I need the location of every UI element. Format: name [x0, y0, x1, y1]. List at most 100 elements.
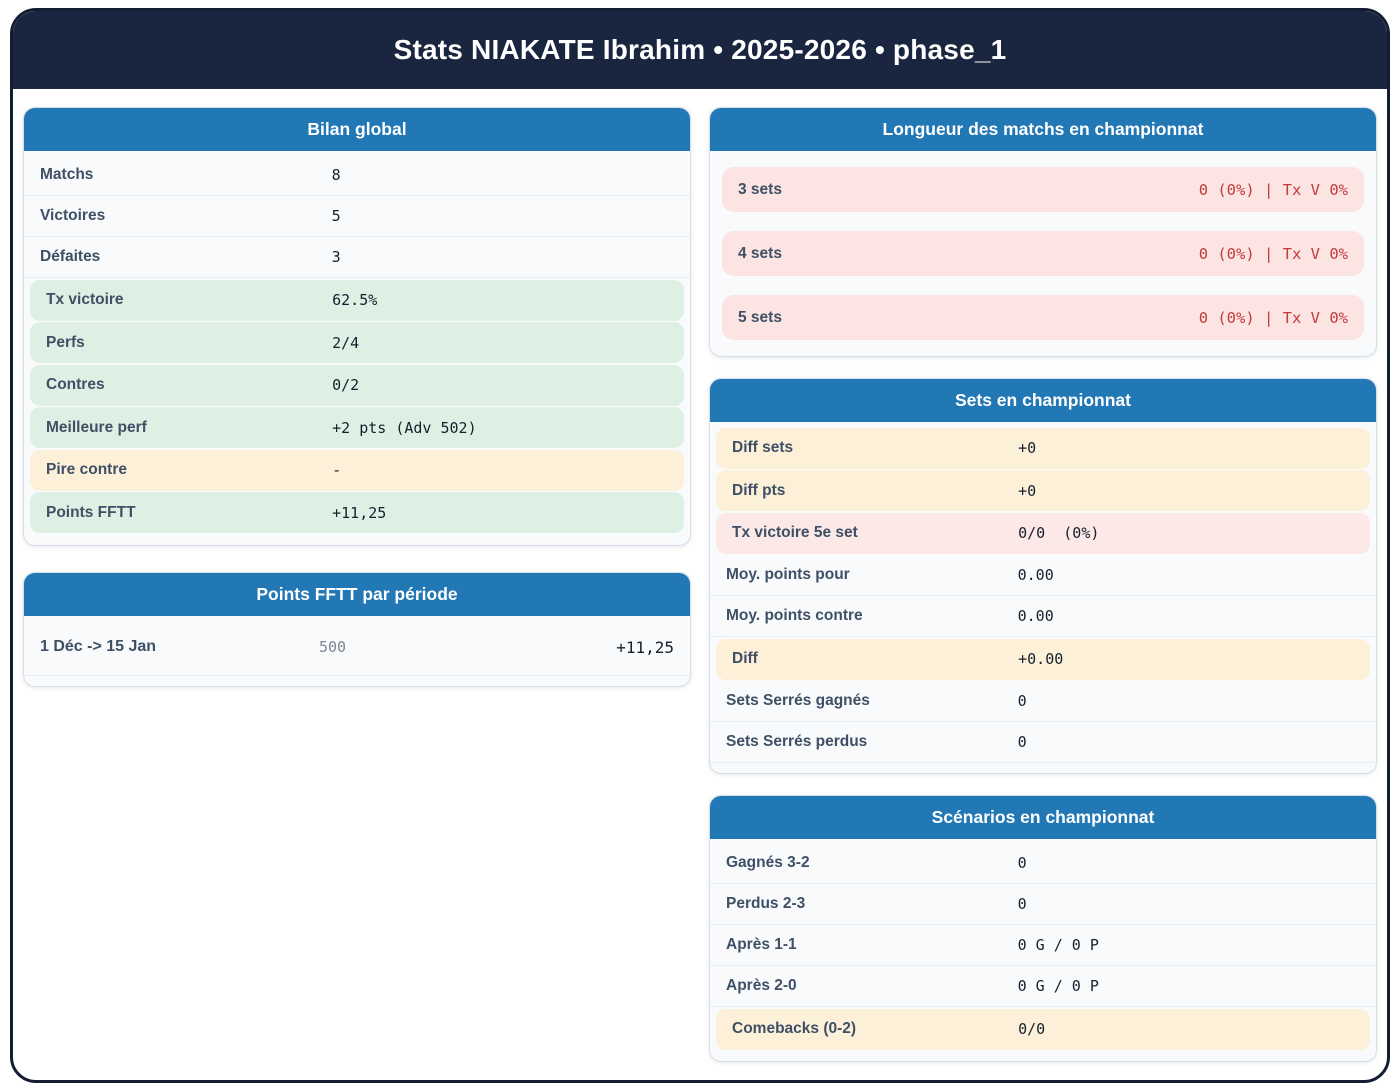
card-longueur-matchs: Longueur des matchs en championnat 3 set… [709, 107, 1377, 357]
row-value: +2 pts (Adv 502) [332, 418, 477, 437]
stat-row: Perfs 2/4 [30, 322, 684, 363]
row-value: 3 [331, 248, 341, 266]
row-label: Après 1-1 [726, 936, 797, 953]
content-grid: Bilan global Matchs 8 Victoires 5 Défaites 3 T… [13, 89, 1387, 1080]
card-scenarios-championnat-body: Gagnés 3-2 0 Perdus 2-3 0 Après 1-1 0 G / 0 P… [710, 839, 1376, 1061]
row-value: 0 [1017, 692, 1027, 710]
stat-row: Tx victoire 62.5% [30, 279, 684, 321]
stat-row: Défaites 3 [24, 237, 690, 278]
card-sets-championnat: Sets en championnat Diff sets +0 Diff pts +… [709, 378, 1377, 774]
match-length-row: 4 sets 0 (0%) | Tx V 0% [722, 231, 1364, 276]
row-value: 0 [1017, 733, 1027, 751]
row-label: Perdus 2-3 [726, 895, 806, 912]
row-label: 3 sets [738, 180, 782, 198]
card-sets-championnat-body: Diff sets +0 Diff pts +0 Tx victoire 5e set 0… [710, 422, 1376, 773]
row-label: Contres [46, 376, 105, 393]
stat-row: Perdus 2-3 0 [710, 884, 1376, 925]
row-label: Sets Serrés perdus [726, 733, 868, 750]
stat-row: Sets Serrés perdus 0 [710, 722, 1376, 763]
stat-row: Moy. points contre 0.00 [710, 596, 1376, 637]
card-bilan-global: Bilan global Matchs 8 Victoires 5 Défaites 3 T… [23, 107, 691, 546]
periode-row: 1 Déc -> 15 Jan 500 +11,25 [24, 620, 690, 676]
row-value: 0 (0%) | Tx V 0% [1198, 244, 1348, 263]
periode-delta: +11,25 [616, 637, 674, 657]
card-points-periode-title: Points FFTT par période [24, 572, 690, 616]
periode-label: 1 Déc -> 15 Jan [40, 638, 157, 655]
match-length-row: 5 sets 0 (0%) | Tx V 0% [722, 295, 1364, 340]
match-length-row: 3 sets 0 (0%) | Tx V 0% [722, 167, 1364, 212]
row-label: Victoires [40, 207, 106, 224]
stat-row: Diff sets +0 [716, 427, 1370, 469]
card-bilan-global-body: Matchs 8 Victoires 5 Défaites 3 Tx victoire 62.… [24, 151, 690, 545]
row-value: +0 [1018, 439, 1037, 457]
row-label: Tx victoire [46, 291, 124, 308]
stat-row: Points FFTT +11,25 [30, 492, 684, 533]
row-value: 0.00 [1017, 607, 1054, 625]
row-label: Comebacks (0-2) [732, 1020, 857, 1037]
left-column: Bilan global Matchs 8 Victoires 5 Défaites 3 T… [23, 107, 691, 687]
row-label: Matchs [40, 166, 94, 183]
row-label: Diff pts [732, 481, 786, 499]
row-label: Meilleure perf [46, 418, 147, 436]
row-label: Défaites [40, 248, 101, 265]
row-value: +11,25 [332, 503, 387, 522]
stat-row: Après 1-1 0 G / 0 P [710, 925, 1376, 966]
app-header: Stats NIAKATE Ibrahim • 2025-2026 • phas… [13, 11, 1387, 89]
row-value: 2/4 [332, 333, 360, 352]
row-label: Après 2-0 [726, 977, 797, 994]
row-value: +0 [1018, 481, 1037, 500]
stat-row: Diff pts +0 [716, 470, 1370, 511]
card-bilan-global-title: Bilan global [24, 108, 690, 151]
card-scenarios-championnat: Scénarios en championnat Gagnés 3-2 0 Perd… [709, 795, 1377, 1062]
card-points-periode-body: 1 Déc -> 15 Jan 500 +11,25 [24, 616, 690, 686]
stat-row: Sets Serrés gagnés 0 [710, 681, 1376, 722]
stat-row: Pire contre - [30, 449, 684, 491]
stat-row: Victoires 5 [24, 196, 690, 237]
row-value: 0.00 [1017, 566, 1054, 584]
row-label: Tx victoire 5e set [732, 524, 858, 541]
card-longueur-matchs-body: 3 sets 0 (0%) | Tx V 0% 4 sets 0 (0%) | Tx … [710, 151, 1376, 356]
card-longueur-matchs-title: Longueur des matchs en championnat [710, 108, 1376, 151]
stat-row: Gagnés 3-2 0 [710, 843, 1376, 884]
page-title: Stats NIAKATE Ibrahim • 2025-2026 • phas… [393, 34, 1007, 65]
row-value: 0 [1017, 854, 1027, 872]
card-sets-championnat-title: Sets en championnat [710, 379, 1376, 422]
row-label: 5 sets [738, 308, 782, 326]
stat-row: Diff +0.00 [716, 638, 1370, 680]
row-value: 8 [331, 166, 341, 184]
row-label: Perfs [46, 333, 85, 351]
row-label: Moy. points pour [726, 566, 850, 583]
row-label: Pire contre [46, 461, 127, 478]
stat-row: Après 2-0 0 G / 0 P [710, 966, 1376, 1007]
stat-row: Meilleure perf +2 pts (Adv 502) [30, 407, 684, 448]
stat-row: Comebacks (0-2) 0/0 [716, 1008, 1370, 1050]
row-value: 0 (0%) | Tx V 0% [1198, 308, 1348, 327]
card-scenarios-championnat-title: Scénarios en championnat [710, 796, 1376, 839]
row-label: Sets Serrés gagnés [726, 692, 870, 709]
stat-row: Tx victoire 5e set 0/0 (0%) [716, 512, 1370, 554]
row-label: Diff sets [732, 439, 794, 456]
row-label: Points FFTT [46, 503, 136, 521]
row-label: Diff [732, 650, 758, 667]
row-value: 0 G / 0 P [1017, 936, 1099, 954]
row-value: 0 [1017, 895, 1027, 913]
row-value: 0/2 [332, 376, 360, 394]
stats-page: Stats NIAKATE Ibrahim • 2025-2026 • phas… [10, 8, 1390, 1083]
row-label: Gagnés 3-2 [726, 854, 810, 871]
row-label: 4 sets [738, 244, 782, 262]
row-label: Moy. points contre [726, 607, 863, 624]
row-value: 5 [331, 207, 341, 225]
row-value: - [332, 461, 342, 479]
row-value: 0/0 (0%) [1018, 524, 1100, 542]
stat-row: Matchs 8 [24, 155, 690, 196]
row-value: 0 (0%) | Tx V 0% [1198, 180, 1348, 199]
stat-row: Moy. points pour 0.00 [710, 555, 1376, 596]
row-value: 0 G / 0 P [1017, 977, 1099, 995]
stat-row: Contres 0/2 [30, 364, 684, 406]
card-points-periode: Points FFTT par période 1 Déc -> 15 Jan 5… [23, 571, 691, 687]
row-value: 62.5% [332, 291, 378, 309]
row-value: +0.00 [1018, 650, 1064, 668]
periode-base-points: 500 [318, 638, 347, 656]
right-column: Longueur des matchs en championnat 3 set… [709, 107, 1377, 1062]
row-value: 0/0 [1018, 1020, 1046, 1038]
